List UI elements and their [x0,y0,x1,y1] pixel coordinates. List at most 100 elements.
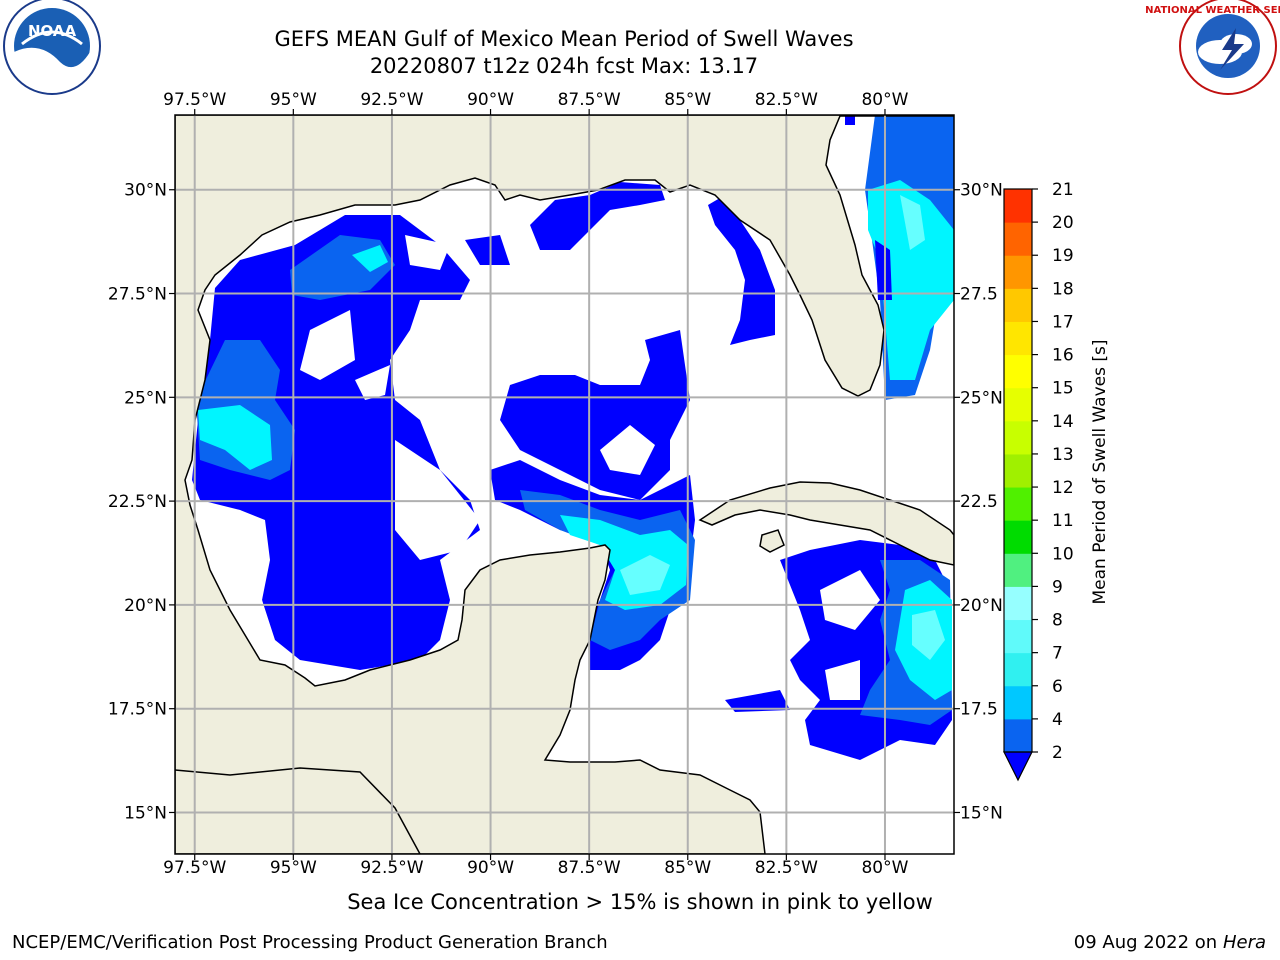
chart-title: GEFS MEAN Gulf of Mexico Mean Period of … [274,26,853,80]
colorbar-segment [1004,189,1032,223]
lat-label-left: 15°N [124,803,167,823]
colorbar-segment [1004,387,1032,422]
lon-label-top: 80°W [861,90,908,110]
colorbar-segment [1004,553,1032,587]
colorbar-tick-label: 20 [1052,213,1074,233]
colorbar: 2 4 6 7 8 9 10 11 12 13 14 15 16 17 18 19 20 21 [1003,180,1074,782]
colorbar-segment [1004,288,1032,322]
lon-label-bottom: 90°W [467,858,514,878]
lon-label-top: 97.5°W [163,90,226,110]
colorbar-tick-label: 11 [1052,511,1074,531]
swell-region-atlantic-light [900,195,925,250]
colorbar-tick-label: 12 [1052,478,1074,498]
lon-label-top: 90°W [467,90,514,110]
colorbar-tick-label: 14 [1052,412,1074,432]
title-line-2: 20220807 t12z 024h fcst Max: 13.17 [369,54,759,78]
pacific-water [175,767,421,854]
calm-patch-5 [405,235,450,270]
calm-patch-7 [820,570,880,630]
colorbar-tick-label: 21 [1052,180,1074,200]
colorbar-tick-label: 18 [1052,279,1074,299]
colorbar-segment [1004,586,1032,621]
colorbar-tick-label: 10 [1052,544,1074,564]
colorbar-tick-label: 9 [1052,577,1063,597]
lon-label-top: 85°W [664,90,711,110]
lat-label-right: 27.5 [960,285,998,305]
lat-label-right: 15°N [960,803,1003,823]
colorbar-tick-label: 8 [1052,611,1063,631]
colorbar-segment [1004,487,1032,521]
swell-region-florida-keys [845,115,855,125]
swell-region-yucatan-strip [725,690,790,712]
lon-label-bottom: 85°W [664,858,711,878]
colorbar-tick-label: 13 [1052,445,1074,465]
lat-label-right: 17.5 [960,700,998,720]
lat-label-right: 20°N [960,596,1003,616]
swell-region-light-cyan [620,555,670,595]
lat-label-left: 25°N [124,388,167,408]
lon-label-bottom: 80°W [861,858,908,878]
footer-credit: NCEP/EMC/Verification Post Processing Pr… [12,932,608,953]
lat-label-left: 30°N [124,181,167,201]
lon-label-bottom: 92.5°W [360,858,423,878]
colorbar-tick-label: 16 [1052,346,1074,366]
footer-host: Hera [1222,932,1266,953]
colorbar-segment [1004,453,1032,488]
noaa-logo: NOAA [3,0,101,95]
swell-region-north [530,182,665,250]
swell-region-western-gulf-cyan [198,405,272,470]
swell-region-western-gulf [192,215,480,670]
colorbar-segment [1004,354,1032,389]
lon-label-bottom: 87.5°W [558,858,621,878]
lon-label-bottom: 82.5°W [755,858,818,878]
calm-patch-4 [395,440,480,560]
swell-region-north-mid [465,235,510,265]
lat-label-right: 25°N [960,388,1003,408]
colorbar-tick-label: 19 [1052,246,1074,266]
calm-patch-2 [355,365,390,400]
lon-label-bottom: 95°W [270,858,317,878]
footer-date: 09 Aug 2022 on Hera [1074,932,1266,953]
axis-ticks: 97.5°W 97.5°W 95°W 95°W 92.5°W 92.5°W 90°W 90°W… [108,90,1003,878]
colorbar-extend-arrow [1003,751,1033,782]
nws-logo: NATIONAL WEATHER SERVICE [1145,0,1280,95]
colorbar-tick-label: 17 [1052,312,1074,332]
calm-patch-8 [825,660,860,700]
lat-label-right: 22.5 [960,492,998,512]
land-cuba [698,481,954,566]
swell-region-atlantic-cyan [868,180,954,380]
colorbar-segment [1004,222,1032,256]
plot-frame [174,114,955,855]
colorbar-segment [1004,619,1032,654]
lat-label-left: 17.5°N [108,700,167,720]
lon-label-bottom: 97.5°W [163,858,226,878]
calm-patch-3 [180,505,272,650]
plot-area [175,115,954,854]
colorbar-segment [1004,685,1032,720]
swell-region-fl-shelf [708,195,775,345]
lat-label-left: 20°N [124,596,167,616]
lon-label-top: 95°W [270,90,317,110]
colorbar-tick-label: 4 [1052,710,1063,730]
lat-label-left: 27.5°N [108,285,167,305]
graticule [175,115,954,854]
footer-date-text: 09 Aug 2022 on [1073,932,1218,953]
colorbar-segment [1004,652,1032,687]
colorbar-tick-label: 6 [1052,677,1063,697]
swell-region-nw-cyan [352,245,388,272]
swell-field [175,115,954,854]
lon-label-top: 92.5°W [360,90,423,110]
lat-label-left: 22.5°N [108,492,167,512]
lon-label-top: 87.5°W [558,90,621,110]
colorbar-segment [1004,520,1032,554]
calm-patch-1 [300,310,355,380]
colorbar-tick-label: 2 [1052,743,1063,763]
title-line-1: GEFS MEAN Gulf of Mexico Mean Period of … [274,27,854,51]
land-isla-juventud [759,529,785,553]
colorbar-label: Mean Period of Swell Waves [s] [1090,340,1110,605]
colorbar-segment [1004,321,1032,356]
colorbar-segment [1004,718,1032,753]
colorbar-segment [1004,420,1032,455]
swell-region-south-central-blue [520,490,695,650]
